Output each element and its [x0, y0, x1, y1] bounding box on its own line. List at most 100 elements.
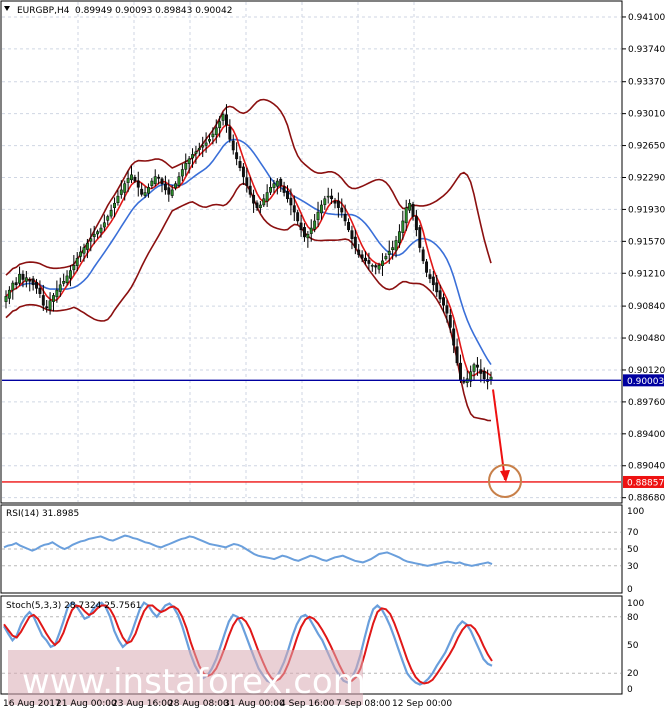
candle-body — [459, 362, 462, 381]
candle-body — [102, 222, 106, 228]
candle-body — [214, 127, 218, 135]
stochastic-axis: 100 80 50 20 0 — [627, 599, 644, 695]
candle-body — [153, 176, 157, 184]
rsi-line — [3, 534, 493, 567]
candle-body — [309, 227, 313, 234]
candle-body — [387, 250, 391, 255]
candle-body — [146, 187, 150, 194]
price-tick-label: 0.90840 — [628, 302, 665, 312]
candle-body — [208, 139, 211, 142]
candle-body — [72, 265, 76, 271]
candle-body — [167, 187, 171, 195]
candle-body — [452, 328, 456, 346]
candle-body — [45, 306, 49, 309]
price-tick-label: 0.92290 — [628, 173, 665, 183]
candle-body — [381, 260, 384, 266]
candle-body — [374, 265, 378, 268]
candle-body — [391, 247, 395, 251]
time-tick-label: 12 Sep 00:00 — [392, 699, 452, 709]
candle-body — [255, 202, 259, 208]
time-tick-label: 23 Aug 16:00 — [112, 699, 173, 709]
price-level-label: 0.88857 — [627, 478, 664, 488]
candle-body — [35, 282, 38, 289]
candle-body — [31, 278, 35, 286]
candle-body — [306, 234, 310, 239]
candle-body — [177, 176, 181, 186]
rsi-tick-label: 30 — [627, 562, 639, 572]
price-tick-label: 0.89040 — [628, 462, 665, 472]
candle-body — [401, 220, 405, 233]
candle-body — [82, 247, 86, 254]
candle-body — [262, 198, 266, 206]
candle-body — [7, 289, 11, 299]
candle-body — [4, 296, 8, 302]
rsi-tick-label: 100 — [627, 507, 644, 517]
candle-body — [245, 177, 249, 186]
stochastic-tick-label: 0 — [627, 685, 633, 695]
candle-body — [364, 257, 367, 262]
candle-body — [282, 186, 286, 193]
candle-body — [455, 346, 459, 364]
candle-body — [89, 238, 93, 242]
candle-body — [333, 200, 337, 204]
candle-body — [411, 203, 415, 217]
candle-body — [136, 180, 140, 188]
candle-body — [408, 202, 412, 211]
stochastic-tick-label: 50 — [627, 641, 639, 651]
candle-body — [150, 180, 154, 186]
candle-body — [197, 147, 201, 150]
candle-body — [258, 204, 262, 208]
candle-body — [170, 189, 174, 196]
candle-body — [435, 282, 439, 293]
candle-body — [370, 265, 374, 267]
candle-body — [462, 380, 466, 383]
candle-body — [248, 185, 252, 195]
candle-body — [11, 282, 15, 291]
candle-body — [201, 145, 205, 148]
candle-body — [448, 315, 452, 328]
price-tick-label: 0.89760 — [628, 398, 665, 408]
price-tick-label: 0.90480 — [628, 334, 665, 344]
candle-body — [482, 370, 486, 380]
candle-body — [48, 300, 52, 310]
candle-body — [340, 207, 344, 213]
rsi-title: RSI(14) 31.8985 — [6, 509, 79, 519]
candle-body — [14, 282, 18, 286]
candle-body — [174, 183, 178, 189]
rsi-tick-label: 50 — [627, 545, 639, 555]
candle-body — [275, 180, 279, 187]
candle-body — [299, 222, 303, 231]
candle-body — [350, 230, 354, 239]
symbol-label: EURGBP,H4 — [17, 6, 70, 16]
candle-body — [38, 287, 42, 294]
price-tick-label: 0.91210 — [628, 269, 665, 279]
projection-arrowhead — [500, 469, 510, 482]
time-tick-label: 16 Aug 2017 — [3, 699, 61, 709]
candle-body — [367, 260, 371, 264]
candle-body — [296, 212, 300, 222]
candle-body — [469, 371, 473, 382]
candle-body — [431, 276, 435, 286]
stochastic-tick-label: 80 — [627, 613, 639, 623]
candle-body — [475, 364, 479, 368]
candle-body — [303, 227, 306, 238]
candle-body — [421, 249, 425, 262]
candle-body — [425, 261, 429, 273]
candle-body — [75, 257, 79, 266]
candle-body — [313, 220, 317, 230]
candle-body — [211, 133, 215, 138]
time-tick-label: 7 Sep 08:00 — [336, 699, 391, 709]
candle-body — [384, 256, 388, 260]
time-tick-label: 31 Aug 00:00 — [224, 699, 285, 709]
candle-body — [194, 151, 198, 154]
candle-body — [347, 222, 351, 231]
time-tick-label: 21 Aug 00:00 — [56, 699, 117, 709]
candle-body — [24, 277, 28, 282]
candle-body — [184, 163, 188, 170]
rsi-axis: 100 70 50 30 0 — [627, 507, 644, 595]
price-tick-label: 0.92650 — [628, 142, 665, 152]
candle-body — [442, 297, 445, 306]
candle-body — [272, 183, 276, 189]
ma-blue — [5, 138, 492, 366]
